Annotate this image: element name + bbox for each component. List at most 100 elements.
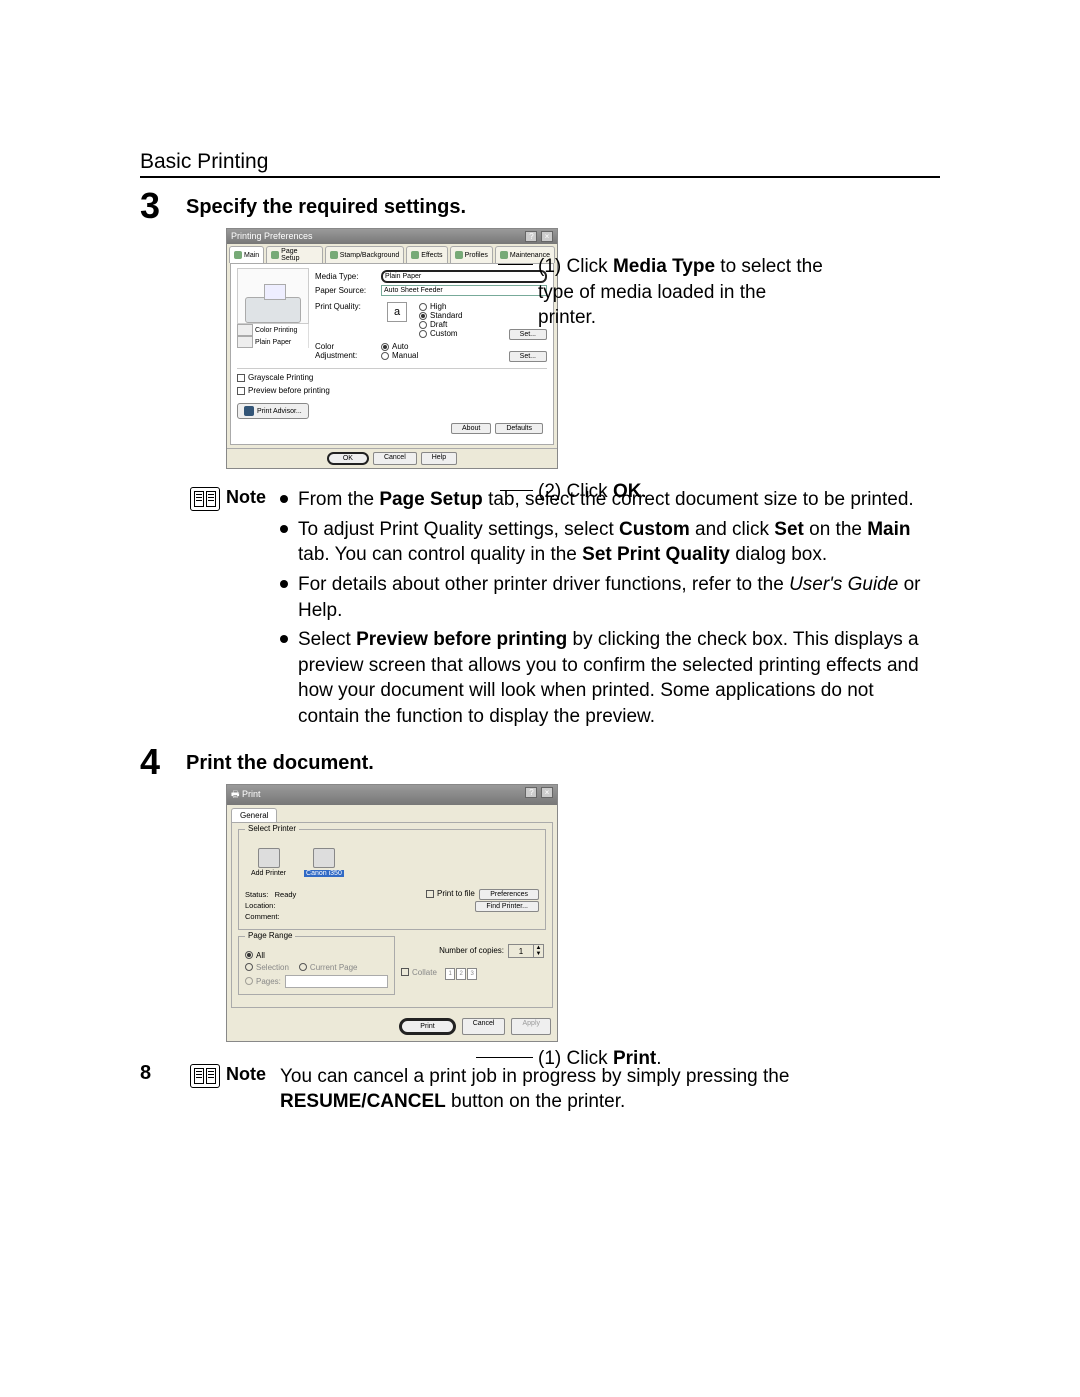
callout-1: (1) Click Media Type to select the type … bbox=[538, 254, 828, 331]
note-body: From the Page Setup tab, select the corr… bbox=[280, 487, 940, 734]
callout-line-1 bbox=[498, 264, 533, 265]
tab-page-setup[interactable]: Page Setup bbox=[266, 246, 323, 263]
paper-source-label: Paper Source: bbox=[315, 286, 375, 295]
printer-illustration bbox=[237, 268, 309, 324]
printer-icon bbox=[258, 848, 280, 868]
page-number: 8 bbox=[140, 1062, 151, 1085]
about-button[interactable]: About bbox=[451, 423, 491, 434]
note-label: Note bbox=[226, 1064, 266, 1115]
radio-all[interactable]: All bbox=[245, 951, 388, 960]
tab-label: Main bbox=[244, 252, 259, 259]
tab-label: Page Setup bbox=[281, 248, 318, 262]
step-title: Specify the required settings. bbox=[186, 188, 466, 219]
note-label: Note bbox=[226, 487, 266, 734]
radio-current[interactable]: Current Page bbox=[299, 963, 358, 972]
tab-general[interactable]: General bbox=[231, 808, 277, 822]
ok-button[interactable]: OK bbox=[327, 452, 369, 465]
step-title: Print the document. bbox=[186, 744, 374, 775]
print-dialog: 🖶 Print ? × General Select Printer Add P… bbox=[226, 784, 558, 1042]
step-3: 3 Specify the required settings. bbox=[140, 188, 940, 224]
note-icon bbox=[190, 487, 220, 511]
note-icon bbox=[190, 1064, 220, 1088]
color-adj-label: Color Adjustment: bbox=[315, 342, 375, 360]
copies-spinner[interactable]: 1▲▼ bbox=[508, 944, 544, 958]
note-block-1: Note From the Page Setup tab, select the… bbox=[190, 487, 940, 734]
cancel-button[interactable]: Cancel bbox=[462, 1018, 506, 1035]
preferences-button[interactable]: Preferences bbox=[479, 889, 539, 900]
pages-input[interactable] bbox=[285, 975, 388, 988]
print-button[interactable]: Print bbox=[399, 1018, 455, 1035]
side-label: Color Printing bbox=[255, 327, 297, 334]
advisor-icon bbox=[244, 406, 254, 416]
print-advisor-button[interactable]: Print Advisor... bbox=[237, 403, 309, 419]
tab-icon bbox=[500, 251, 508, 259]
close-icon[interactable]: × bbox=[541, 787, 553, 798]
radio-custom[interactable]: Custom bbox=[419, 329, 462, 338]
tab-stamp[interactable]: Stamp/Background bbox=[325, 246, 405, 263]
tab-icon bbox=[455, 251, 463, 259]
tab-label: Stamp/Background bbox=[340, 252, 400, 259]
print-to-file-checkbox[interactable]: Print to file Preferences bbox=[426, 889, 539, 898]
defaults-button[interactable]: Defaults bbox=[495, 423, 543, 434]
side-info: Color Printing Plain Paper bbox=[237, 324, 309, 348]
group-title: Page Range bbox=[245, 931, 295, 940]
dialog-titlebar: 🖶 Print ? × bbox=[227, 785, 557, 805]
step-4: 4 Print the document. bbox=[140, 744, 940, 780]
help-button[interactable]: Help bbox=[421, 452, 457, 465]
tab-effects[interactable]: Effects bbox=[406, 246, 447, 263]
add-printer-item[interactable]: Add Printer bbox=[251, 848, 286, 877]
radio-high[interactable]: High bbox=[419, 302, 462, 311]
step-number: 3 bbox=[140, 188, 186, 224]
radio-standard[interactable]: Standard bbox=[419, 311, 462, 320]
quality-preview-icon: a bbox=[387, 302, 407, 322]
main-panel: Color Printing Plain Paper Media Type: P… bbox=[230, 263, 554, 445]
tab-main[interactable]: Main bbox=[229, 246, 264, 263]
cancel-button[interactable]: Cancel bbox=[373, 452, 417, 465]
paper-source-combo[interactable]: Auto Sheet Feeder bbox=[381, 285, 547, 296]
print-quality-label: Print Quality: bbox=[315, 302, 375, 311]
dialog-title: 🖶 Print bbox=[231, 787, 261, 803]
tabs-row: Main Page Setup Stamp/Background Effects… bbox=[227, 244, 557, 263]
side-label: Plain Paper bbox=[255, 339, 291, 346]
radio-pages[interactable]: Pages: bbox=[245, 975, 388, 988]
thumb-icon bbox=[237, 336, 253, 348]
radio-auto[interactable]: Auto bbox=[381, 342, 418, 351]
grayscale-checkbox[interactable]: Grayscale Printing bbox=[237, 373, 547, 382]
select-printer-group: Select Printer Add Printer Canon i350 St… bbox=[238, 829, 546, 930]
help-icon[interactable]: ? bbox=[525, 231, 537, 242]
thumb-icon bbox=[237, 324, 253, 336]
dialog-titlebar: Printing Preferences ? × bbox=[227, 229, 557, 244]
tab-icon bbox=[411, 251, 419, 259]
radio-manual[interactable]: Manual bbox=[381, 351, 418, 360]
find-printer-button[interactable]: Find Printer... bbox=[475, 901, 539, 912]
apply-button[interactable]: Apply bbox=[511, 1018, 551, 1035]
step-number: 4 bbox=[140, 744, 186, 780]
help-icon[interactable]: ? bbox=[525, 787, 537, 798]
tab-icon bbox=[330, 251, 338, 259]
tab-label: Profiles bbox=[465, 252, 488, 259]
close-icon[interactable]: × bbox=[541, 231, 553, 242]
radio-draft[interactable]: Draft bbox=[419, 320, 462, 329]
set-button-2[interactable]: Set... bbox=[509, 351, 547, 362]
media-type-combo[interactable]: Plain Paper bbox=[381, 270, 547, 283]
tab-icon bbox=[234, 251, 242, 259]
collate-checkbox[interactable]: Collate 1 2 3 bbox=[401, 968, 544, 980]
section-header: Basic Printing bbox=[140, 150, 940, 178]
radio-selection[interactable]: Selection bbox=[245, 963, 289, 972]
preview-checkbox[interactable]: Preview before printing bbox=[237, 386, 547, 395]
tab-profiles[interactable]: Profiles bbox=[450, 246, 493, 263]
page-range-group: Page Range All Selection Current Page Pa… bbox=[238, 936, 395, 995]
media-type-label: Media Type: bbox=[315, 272, 375, 281]
window-controls: ? × bbox=[524, 231, 553, 242]
printer-icon bbox=[313, 848, 335, 868]
callout-3: (1) Click Print. bbox=[538, 1046, 662, 1072]
dialog-title: Printing Preferences bbox=[231, 231, 313, 242]
tab-label: Effects bbox=[421, 252, 442, 259]
callout-line-3 bbox=[476, 1057, 533, 1058]
canon-printer-item[interactable]: Canon i350 bbox=[304, 848, 344, 877]
collate-icon: 1 2 3 bbox=[445, 968, 477, 980]
window-controls: ? × bbox=[524, 787, 553, 803]
tab-icon bbox=[271, 251, 279, 259]
copies-label: Number of copies: bbox=[439, 946, 504, 955]
group-title: Select Printer bbox=[245, 824, 299, 833]
